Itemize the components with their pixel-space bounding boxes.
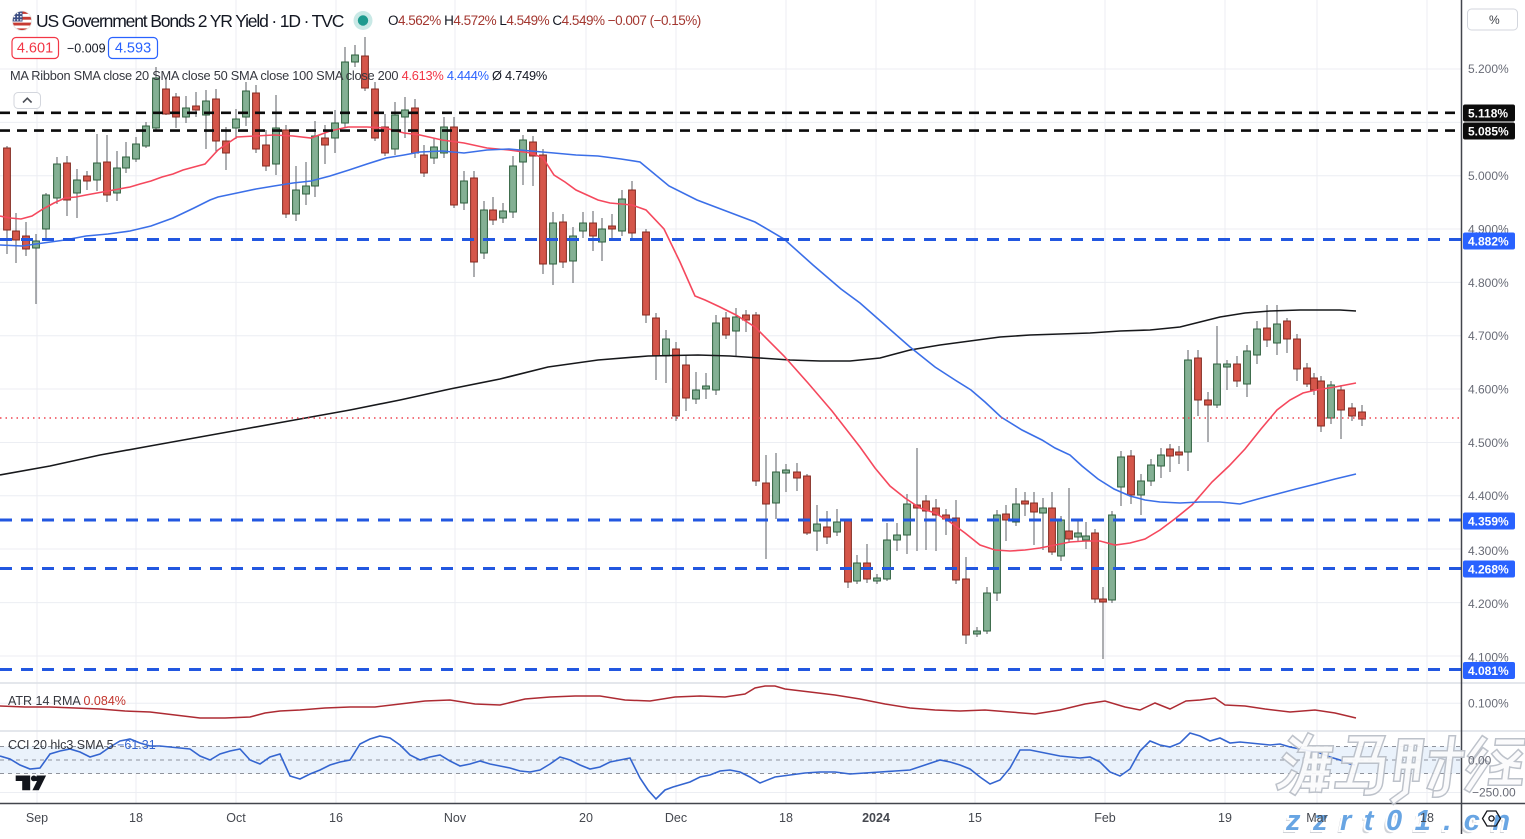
svg-text:Sep: Sep [26,811,48,825]
svg-text:5.085%: 5.085% [1468,125,1509,139]
svg-text:O4.562% H4.572% L4.549% C4.549: O4.562% H4.572% L4.549% C4.549% −0.007 (… [388,13,701,28]
svg-text:4.300%: 4.300% [1468,544,1509,558]
svg-text:4.100%: 4.100% [1468,651,1509,665]
svg-text:4.601: 4.601 [17,41,53,57]
svg-text:5.200%: 5.200% [1468,62,1509,76]
svg-text:zzrt01.cn: zzrt01.cn [1285,805,1523,834]
svg-text:18: 18 [779,811,793,825]
svg-text:18: 18 [129,811,143,825]
svg-text:−250.00: −250.00 [1472,786,1516,800]
svg-text:4.200%: 4.200% [1468,597,1509,611]
svg-text:MA Ribbon SMA close 20 SMA clo: MA Ribbon SMA close 20 SMA close 50 SMA … [10,68,547,83]
svg-text:15: 15 [968,811,982,825]
svg-text:4.500%: 4.500% [1468,436,1509,450]
svg-text:4.268%: 4.268% [1468,563,1509,577]
svg-text:Oct: Oct [226,811,246,825]
svg-text:Nov: Nov [444,811,467,825]
svg-text:Feb: Feb [1094,811,1116,825]
svg-text:Dec: Dec [665,811,687,825]
svg-text:zzrt01.cn: zzrt01.cn [1285,805,1523,834]
svg-text:4.400%: 4.400% [1468,489,1509,503]
svg-text:4.359%: 4.359% [1468,515,1509,529]
svg-text:2024: 2024 [862,811,890,825]
svg-text:0.00: 0.00 [1468,754,1492,768]
svg-text:US Government Bonds 2 YR Yield: US Government Bonds 2 YR Yield · 1D · TV… [36,11,344,31]
svg-text:0.100%: 0.100% [1468,696,1509,710]
svg-text:4.800%: 4.800% [1468,276,1509,290]
svg-text:19: 19 [1218,811,1232,825]
svg-text:4.081%: 4.081% [1468,664,1509,678]
svg-text:Mar: Mar [1306,811,1328,825]
svg-text:4.700%: 4.700% [1468,329,1509,343]
svg-text:4.600%: 4.600% [1468,383,1509,397]
svg-text:−0.009: −0.009 [67,42,106,56]
svg-text:5.118%: 5.118% [1468,107,1508,121]
svg-text:%: % [1489,13,1500,27]
svg-text:18: 18 [1420,811,1434,825]
svg-text:ATR 14 RMA 0.084%: ATR 14 RMA 0.084% [8,694,126,708]
svg-text:5.000%: 5.000% [1468,169,1509,183]
svg-text:16: 16 [329,811,343,825]
svg-text:20: 20 [579,811,593,825]
svg-text:4.882%: 4.882% [1468,235,1509,249]
svg-text:4.593: 4.593 [115,41,151,57]
svg-text:CCI 20 hlc3 SMA 5 −61.31: CCI 20 hlc3 SMA 5 −61.31 [8,738,156,752]
